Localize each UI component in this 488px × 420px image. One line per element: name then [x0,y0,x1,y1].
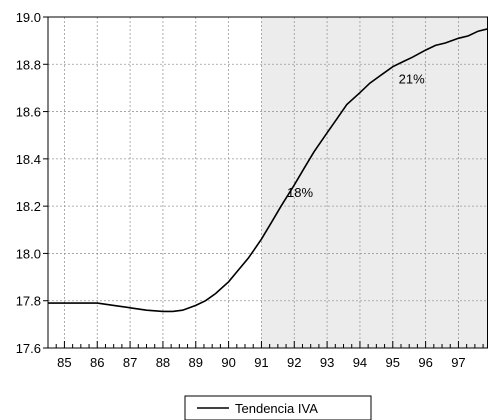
legend-label-tendencia-iva: Tendencia IVA [235,401,318,416]
x-tick-label: 85 [57,355,71,370]
grid-lines [48,17,488,348]
y-tick-label: 19.0 [16,10,41,25]
y-tick-label: 18.0 [16,246,41,261]
axis-ticks [43,16,484,349]
x-tick-label: 88 [156,355,170,370]
y-tick-label: 18.2 [16,199,41,214]
y-tick-label: 18.4 [16,152,41,167]
x-tick-label: 95 [386,355,400,370]
plot-shaded-region [261,17,488,348]
x-tick-label: 94 [353,355,367,370]
x-tick-label: 89 [189,355,203,370]
y-tick-labels: 17.6 17.8 18.0 18.2 18.4 18.6 18.8 19.0 [16,10,41,356]
y-tick-label: 18.8 [16,57,41,72]
x-tick-label: 87 [123,355,137,370]
x-tick-label: 93 [320,355,334,370]
y-tick-label: 18.6 [16,105,41,120]
annotation-18-percent: 18% [287,185,313,200]
x-tick-label: 92 [287,355,301,370]
x-tick-labels: 85 86 87 88 89 90 91 92 93 94 95 96 97 [57,355,465,370]
x-tick-label: 96 [418,355,432,370]
legend: Tendencia IVA [184,395,372,420]
annotation-21-percent: 21% [399,71,425,86]
series-line-tendencia-iva [48,28,488,313]
y-tick-label: 17.8 [16,294,41,309]
x-tick-label: 91 [254,355,268,370]
x-tick-label: 86 [90,355,104,370]
x-tick-label: 90 [221,355,235,370]
x-tick-label: 97 [451,355,465,370]
y-tick-label: 17.6 [16,341,41,356]
